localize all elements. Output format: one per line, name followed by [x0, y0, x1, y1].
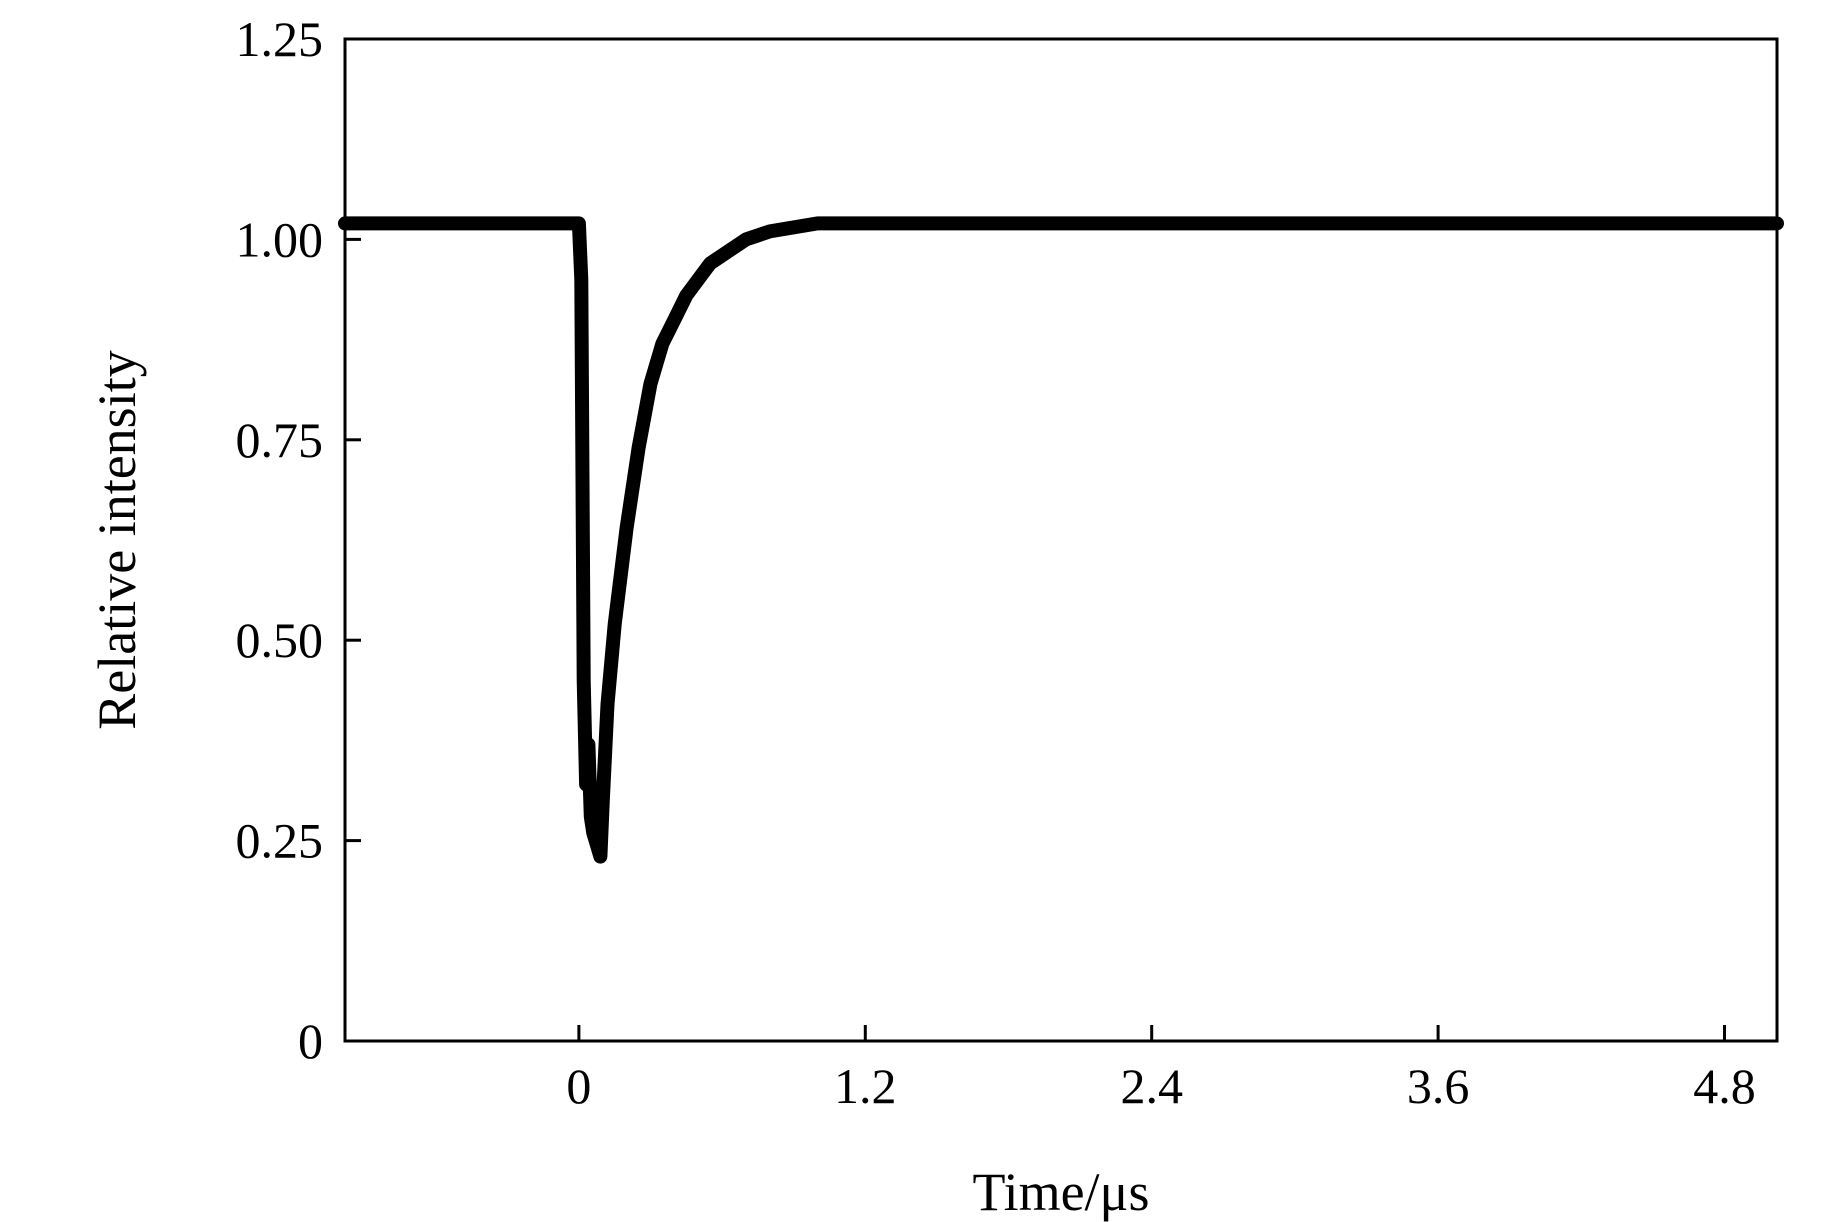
y-tick-label: 0.75 — [236, 412, 324, 468]
x-tick-label: 1.2 — [834, 1058, 897, 1114]
plot-frame — [343, 37, 1779, 1043]
x-tick-label: 2.4 — [1120, 1058, 1183, 1114]
x-tick-label: 0 — [566, 1058, 591, 1114]
series-line — [338, 216, 1784, 864]
y-tick-label: 0.25 — [236, 813, 324, 869]
y-axis-label: Relative intensity — [87, 350, 147, 729]
y-tick-label: 1.00 — [236, 211, 324, 267]
y-tick-label: 0.50 — [236, 612, 324, 668]
y-axis: 0 0.25 0.50 0.75 1.00 1.25 — [236, 11, 361, 1069]
x-axis-label: Time/μs — [972, 1162, 1149, 1222]
x-tick-label: 3.6 — [1407, 1058, 1470, 1114]
y-tick-label: 1.25 — [236, 11, 324, 67]
y-tick-label: 0 — [298, 1013, 323, 1069]
x-axis: 0 1.2 2.4 3.6 4.8 — [566, 1025, 1756, 1114]
x-tick-label: 4.8 — [1693, 1058, 1756, 1114]
